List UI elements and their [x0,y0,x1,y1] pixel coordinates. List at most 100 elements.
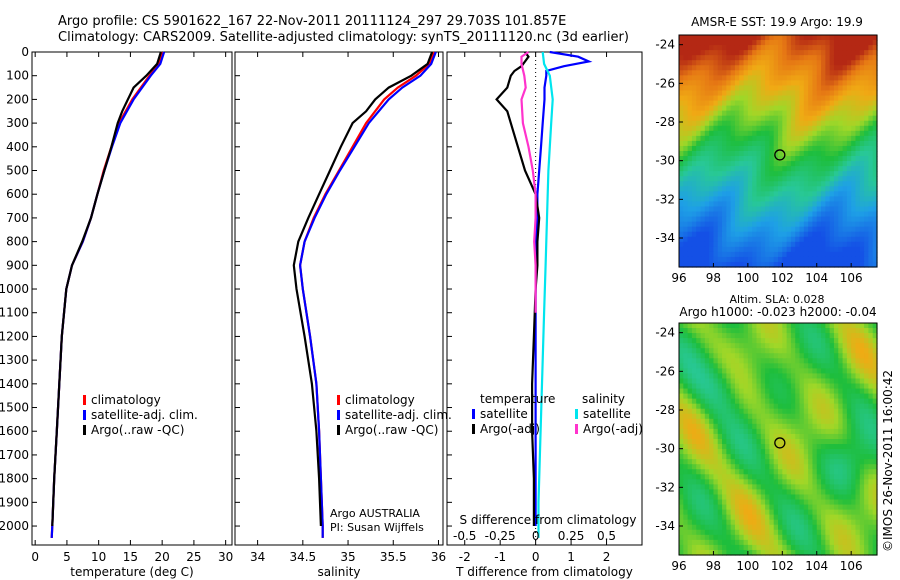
sst-map-cell [700,191,706,197]
sla-map-cell [726,524,732,531]
sst-map-cell [704,65,710,71]
sst-map-cell [816,206,822,213]
sla-map-cell [864,479,869,485]
sla-map-cell [717,549,723,556]
sla-map-cell [808,333,814,339]
sla-map-cell [691,378,697,385]
sst-map-cell [816,45,822,51]
sla-map-cell [765,368,770,375]
sst-map-cell [868,135,874,142]
sla-map-cell [717,444,723,450]
sla-map-cell [717,393,723,400]
sla-map-cell [838,484,844,491]
sst-map-cell [734,236,740,243]
sst-map-cell [838,110,844,117]
sst-map-cell [825,151,831,157]
sla-map-cell [816,509,822,516]
sla-map-cell [739,403,745,410]
sst-map-cell [803,130,809,137]
sla-map-cell [833,428,839,435]
sla-map-cell [816,544,822,551]
sla-map-cell [769,499,775,506]
sst-map-cell [747,90,753,97]
sst-map-cell [717,156,723,162]
sst-map-cell [760,161,766,167]
sla-map-cell [679,524,684,531]
sla-map-cell [765,428,770,435]
sla-map-cell [821,474,826,480]
sst-map-cell [786,171,792,177]
sla-map-cell [833,509,839,516]
sla-map-cell [726,494,732,501]
sst-map-cell [825,80,831,87]
sla-map-cell [795,549,801,556]
sst-map-cell [734,75,740,81]
sla-map-cell [769,469,775,475]
sla-map-cell [838,333,844,339]
sst-map-cell [864,145,869,152]
sst-map-cell [803,110,809,117]
sst-map-cell [864,135,869,142]
sla-map-cell [799,474,805,480]
sla-map-cell [812,449,818,455]
sla-map-cell [739,484,745,491]
sla-map-cell [864,469,869,475]
sst-map-cell [717,135,723,142]
temperature-ytick-label: 1300 [0,353,29,367]
sla-map-cell [700,464,706,470]
sst-map-cell [803,181,809,187]
sst-map-cell [795,251,801,258]
temperature-ytick-label: 1000 [0,282,29,296]
sla-map-cell [713,454,719,460]
sla-map-cell [825,328,831,334]
sla-map-cell [842,338,848,344]
sst-map-cell [743,181,749,187]
sst-map-cell [851,100,857,107]
sla-map-cell [709,464,715,470]
sla-map-cell [730,499,736,506]
sla-map-cell [756,444,762,450]
sla-map-cell [842,499,848,506]
sla-map-cell [838,338,844,344]
sst-map-cell [696,206,702,213]
sst-map-cell [846,115,852,122]
sst-map-cell [687,211,693,218]
sla-map-cell [816,413,822,420]
sst-map-cell [842,206,848,213]
sst-map-cell [833,70,839,76]
sla-map-cell [726,333,732,339]
sla-map-cell [691,544,697,551]
sla-map-cell [713,378,719,385]
sla-map-cell [769,484,775,491]
sst-map-cell [739,156,745,162]
sla-map-cell [717,449,723,455]
sla-map-cell [829,504,835,511]
sst-map-ytick-label: -24 [655,38,675,52]
sst-map-cell [872,40,878,46]
sla-map-cell [812,534,818,541]
sla-map-cell [687,444,693,450]
sst-map-cell [696,216,702,223]
sst-map-cell [782,206,788,213]
sst-map-cell [825,90,831,97]
sla-map-cell [756,529,762,536]
sst-map-cell [769,95,775,102]
sst-map-cell [691,211,697,218]
sla-map-cell [752,428,758,435]
sst-map-cell [760,156,766,162]
sla-map-cell [679,479,684,485]
sst-map-cell [734,85,740,92]
sla-map-cell [808,489,814,496]
sla-map-cell [722,338,727,344]
sst-map-cell [683,115,689,122]
sst-map-cell [829,156,835,162]
sla-map-cell [696,398,702,405]
sla-map-cell [713,433,719,440]
sst-map-cell [683,246,689,253]
sla-map-cell [812,383,818,390]
sla-map-cell [713,494,719,501]
sst-map-cell [730,196,736,203]
sla-map-cell [799,343,805,349]
sst-map-cell [691,196,697,203]
sla-map-cell [868,368,874,375]
